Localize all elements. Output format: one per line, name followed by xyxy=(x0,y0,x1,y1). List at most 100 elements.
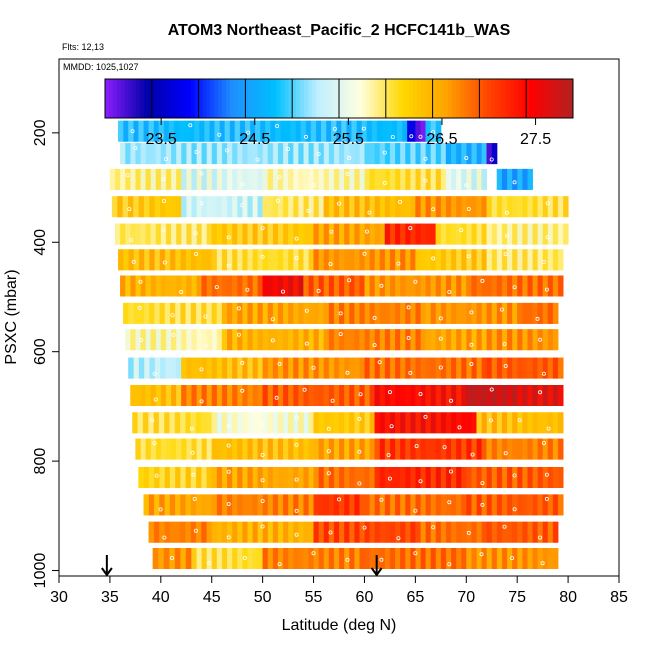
heatmap-cell xyxy=(201,494,207,516)
heatmap-cell xyxy=(532,521,538,543)
heatmap-cell xyxy=(344,168,350,190)
heatmap-cell xyxy=(328,329,335,351)
heatmap-cell xyxy=(435,168,442,190)
sample-point xyxy=(438,316,443,321)
heatmap-cell xyxy=(476,196,482,218)
heatmap-cell xyxy=(405,302,411,324)
heatmap-cell xyxy=(440,168,447,190)
heatmap-cell xyxy=(148,120,154,142)
heatmap-cell xyxy=(496,494,503,516)
heatmap-cell xyxy=(466,302,472,324)
heatmap-cell xyxy=(257,196,263,218)
heatmap-cell xyxy=(272,196,279,218)
sample-point xyxy=(447,289,452,294)
heatmap-cell xyxy=(486,548,493,569)
heatmap-cell xyxy=(517,385,523,406)
heatmap-cell xyxy=(410,275,416,297)
heatmap-cell xyxy=(527,275,533,297)
heatmap-cell xyxy=(313,249,319,271)
heatmap-cell xyxy=(440,521,447,543)
heatmap-cell xyxy=(522,357,528,379)
heatmap-cell xyxy=(313,168,319,190)
sample-point xyxy=(203,343,208,348)
heatmap-cell xyxy=(410,143,416,165)
heatmap-cell xyxy=(323,275,330,297)
colorbar-swatch xyxy=(409,79,414,118)
heatmap-cell xyxy=(435,143,442,165)
heatmap-cell xyxy=(415,548,421,569)
heatmap-cell xyxy=(257,438,263,460)
heatmap-cell xyxy=(211,357,218,379)
sample-point xyxy=(470,452,475,457)
heatmap-cell xyxy=(456,168,462,190)
heatmap-cell xyxy=(563,223,569,245)
heatmap-cell xyxy=(476,385,482,406)
sample-point xyxy=(131,259,136,264)
sample-point xyxy=(130,129,135,134)
sample-point xyxy=(260,498,265,503)
heatmap-cell xyxy=(420,196,426,218)
colorbar-swatch xyxy=(147,79,153,118)
heatmap-cell xyxy=(171,329,177,351)
heatmap-cell xyxy=(440,412,447,434)
heatmap-cell xyxy=(130,275,136,297)
sample-point xyxy=(545,235,550,240)
heatmap-cell xyxy=(351,120,357,142)
heatmap-cell xyxy=(303,385,309,406)
sample-point xyxy=(153,397,158,402)
heatmap-cell xyxy=(349,302,355,324)
heatmap-cell xyxy=(491,385,498,406)
heatmap-cell xyxy=(435,275,442,297)
heatmap-cell xyxy=(440,302,447,324)
heatmap-cell xyxy=(532,494,538,516)
heatmap-cell xyxy=(247,521,253,543)
heatmap-cell xyxy=(389,548,396,569)
latitude-arrows xyxy=(101,555,383,577)
heatmap-cell xyxy=(527,196,533,218)
colorbar-swatch xyxy=(241,79,246,118)
sample-point xyxy=(431,256,436,261)
heatmap-cell xyxy=(389,494,396,516)
heatmap-cell xyxy=(384,302,391,324)
heatmap-cell xyxy=(221,302,228,324)
heatmap-cell xyxy=(295,120,302,142)
heatmap-cell xyxy=(445,223,452,245)
sample-point xyxy=(469,342,474,347)
colorbar-swatch xyxy=(268,79,274,118)
heatmap-cell xyxy=(257,467,263,488)
heatmap-cell xyxy=(185,467,192,488)
heatmap-cell xyxy=(318,249,325,271)
heatmap-cell xyxy=(232,329,238,351)
heatmap-cell xyxy=(171,438,177,460)
sample-point xyxy=(275,124,280,129)
heatmap-cell xyxy=(557,494,564,516)
sample-point xyxy=(133,146,138,151)
heatmap-cell xyxy=(196,275,202,297)
heatmap-cell xyxy=(277,329,284,351)
heatmap-cell xyxy=(339,196,345,218)
heatmap-cell xyxy=(542,385,549,406)
heatmap-cell xyxy=(486,412,493,434)
heatmap-cell xyxy=(184,120,190,142)
sample-point xyxy=(389,424,394,429)
colorbar-swatch xyxy=(163,79,168,118)
heatmap-cell xyxy=(195,412,202,434)
heatmap-cell xyxy=(415,385,421,406)
heatmap-cell xyxy=(420,521,426,543)
heatmap-cell xyxy=(214,120,220,142)
heatmap-cell xyxy=(206,302,212,324)
heatmap-cell xyxy=(471,521,477,543)
x-tick-label: 55 xyxy=(305,589,323,606)
colorbar-swatch xyxy=(288,79,293,118)
sample-point xyxy=(358,392,363,397)
heatmap-cell xyxy=(118,249,124,271)
heatmap-cell xyxy=(481,302,487,324)
heatmap-cell xyxy=(232,467,238,488)
heatmap-cell xyxy=(333,521,340,543)
sample-point xyxy=(372,315,377,320)
heatmap-cell xyxy=(517,467,523,488)
heatmap-cell xyxy=(359,196,365,218)
sample-point xyxy=(541,371,546,376)
heatmap-cell xyxy=(232,168,238,190)
